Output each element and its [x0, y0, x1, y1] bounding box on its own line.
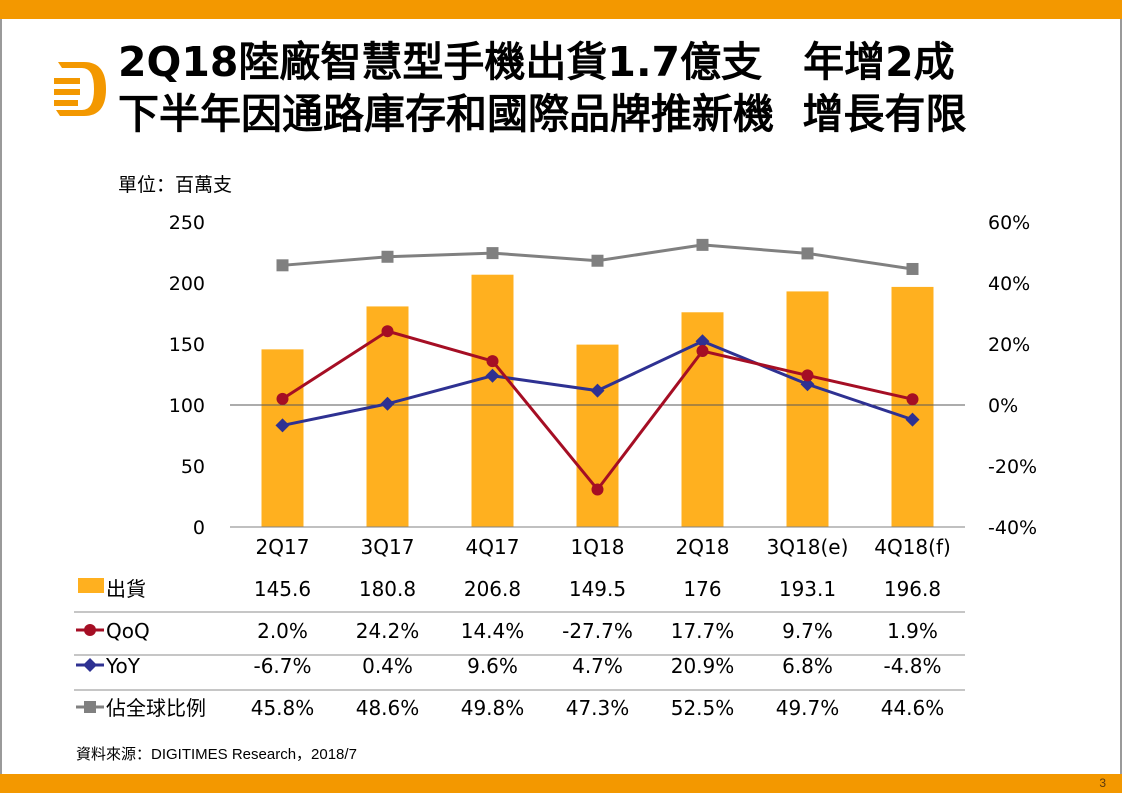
table-cell: 1.9%	[887, 619, 938, 643]
table-cell: 2.0%	[257, 619, 308, 643]
table-cell: 0.4%	[362, 654, 413, 678]
table-cell: 193.1	[779, 577, 836, 601]
table-cell: 14.4%	[461, 619, 525, 643]
y-tick-label: 0	[193, 517, 205, 539]
legend-key-marker	[83, 658, 97, 672]
x-tick-label: 3Q17	[361, 535, 415, 559]
title-line-1: 2Q18陸廠智慧型手機出貨1.7億支 年增2成	[118, 38, 955, 86]
y2-tick-label: 20%	[988, 334, 1030, 356]
x-tick-label: 4Q18(f)	[874, 535, 951, 559]
marker-yoy-2Q17	[275, 418, 290, 433]
table-cell: -6.7%	[253, 654, 311, 678]
x-tick-label: 2Q18	[676, 535, 730, 559]
page-title: 2Q18陸廠智慧型手機出貨1.7億支 年增2成 下半年因通路庫存和國際品牌推新機 …	[118, 36, 967, 140]
unit-label: 單位：百萬支	[118, 174, 233, 196]
bar-shipments-1Q18	[576, 344, 619, 527]
table-cell: 45.8%	[251, 696, 315, 720]
table-cell: 47.3%	[566, 696, 630, 720]
table-cell: 6.8%	[782, 654, 833, 678]
legend-key-marker	[84, 701, 96, 713]
table-cell: 206.8	[464, 577, 521, 601]
marker-share-2Q17	[276, 259, 289, 272]
marker-share-4Q17	[486, 247, 499, 260]
x-tick-label: 3Q18(e)	[767, 535, 849, 559]
table-cell: 180.8	[359, 577, 416, 601]
marker-share-1Q18	[591, 254, 604, 267]
marker-qoq-2Q18	[696, 345, 709, 358]
right-border	[1120, 19, 1122, 774]
marker-yoy-1Q18	[590, 383, 605, 398]
top-accent-bar	[0, 0, 1122, 19]
page-number: 3	[1099, 776, 1106, 790]
digitimes-d-logo-icon	[54, 62, 106, 116]
marker-share-4Q18(f)	[906, 262, 919, 275]
table-cell: 149.5	[569, 577, 626, 601]
table-cell: 17.7%	[671, 619, 735, 643]
table-cell: -4.8%	[883, 654, 941, 678]
y-tick-label: 50	[181, 456, 205, 478]
y2-tick-label: 40%	[988, 273, 1030, 295]
table-cell: 4.7%	[572, 654, 623, 678]
bar-shipments-3Q18(e)	[786, 291, 829, 527]
legend-key-marker	[84, 624, 96, 636]
marker-share-3Q17	[381, 250, 394, 263]
marker-yoy-4Q18(f)	[905, 412, 920, 427]
table-cell: 145.6	[254, 577, 311, 601]
table-cell: 20.9%	[671, 654, 735, 678]
table-cell: 44.6%	[881, 696, 945, 720]
bar-shipments-4Q18(f)	[891, 286, 934, 527]
legend-label: YoY	[105, 654, 141, 678]
marker-share-3Q18(e)	[801, 247, 814, 260]
table-cell: 9.6%	[467, 654, 518, 678]
y2-tick-label: -20%	[988, 456, 1037, 478]
table-cell: 52.5%	[671, 696, 735, 720]
left-border	[0, 19, 2, 774]
legend-label: 出貨	[106, 577, 146, 601]
bottom-accent-bar	[0, 774, 1122, 793]
marker-yoy-2Q18	[695, 334, 710, 349]
marker-yoy-3Q17	[380, 396, 395, 411]
y-tick-label: 150	[169, 334, 205, 356]
table-cell: 176	[683, 577, 721, 601]
bar-shipments-4Q17	[471, 274, 514, 527]
y-tick-label: 200	[169, 273, 205, 295]
marker-qoq-3Q18(e)	[801, 369, 814, 382]
marker-qoq-4Q17	[486, 355, 499, 368]
marker-yoy-4Q17	[485, 368, 500, 383]
legend-label: QoQ	[106, 619, 150, 643]
table-cell: -27.7%	[562, 619, 633, 643]
table-cell: 24.2%	[356, 619, 420, 643]
marker-qoq-2Q17	[276, 392, 289, 405]
bar-shipments-2Q17	[261, 349, 304, 527]
x-tick-label: 1Q18	[571, 535, 625, 559]
legend-key-shipments	[78, 578, 104, 593]
y-tick-label: 250	[169, 212, 205, 234]
bar-shipments-3Q17	[366, 306, 409, 527]
table-cell: 9.7%	[782, 619, 833, 643]
marker-qoq-3Q17	[381, 325, 394, 338]
legend-label: 佔全球比例	[106, 696, 206, 720]
title-line-2: 下半年因通路庫存和國際品牌推新機 增長有限	[118, 90, 967, 138]
y-tick-label: 100	[169, 395, 205, 417]
x-tick-label: 4Q17	[466, 535, 520, 559]
table-cell: 196.8	[884, 577, 941, 601]
table-cell: 48.6%	[356, 696, 420, 720]
y2-tick-label: 60%	[988, 212, 1030, 234]
table-cell: 49.8%	[461, 696, 525, 720]
marker-qoq-1Q18	[591, 483, 604, 496]
source-note: 資料來源：DIGITIMES Research，2018/7	[76, 746, 357, 763]
marker-share-2Q18	[696, 238, 709, 251]
y2-tick-label: 0%	[988, 395, 1018, 417]
y2-tick-label: -40%	[988, 517, 1037, 539]
x-tick-label: 2Q17	[256, 535, 310, 559]
marker-qoq-4Q18(f)	[906, 393, 919, 406]
marker-yoy-3Q18(e)	[800, 377, 815, 392]
table-cell: 49.7%	[776, 696, 840, 720]
